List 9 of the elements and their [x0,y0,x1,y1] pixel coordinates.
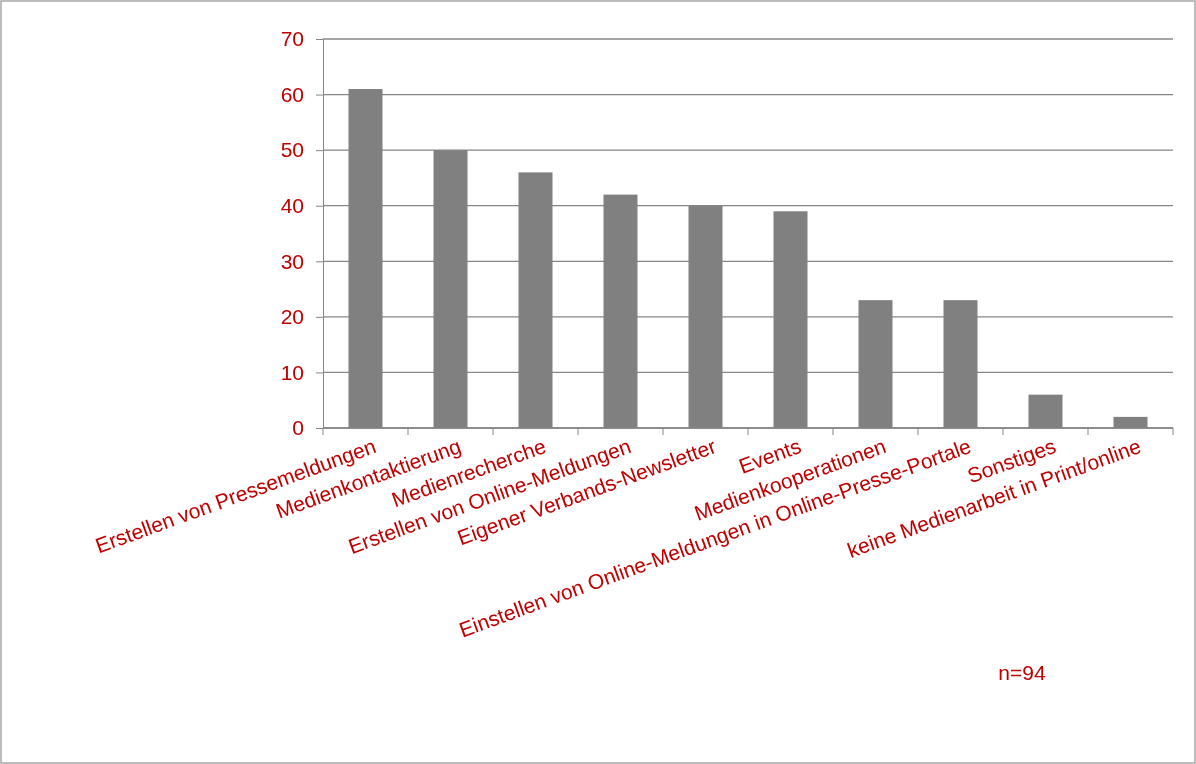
y-tick-label: 70 [280,27,304,51]
y-tick-label: 30 [280,249,304,273]
y-tick-label: 10 [280,360,304,384]
y-tick-label: 0 [292,416,304,440]
y-tick-label: 40 [280,193,304,217]
y-tick-label: 60 [280,82,304,106]
text: n=94 [998,661,1046,684]
y-tick-label: 50 [280,138,304,162]
y-tick-label: 20 [280,305,304,329]
